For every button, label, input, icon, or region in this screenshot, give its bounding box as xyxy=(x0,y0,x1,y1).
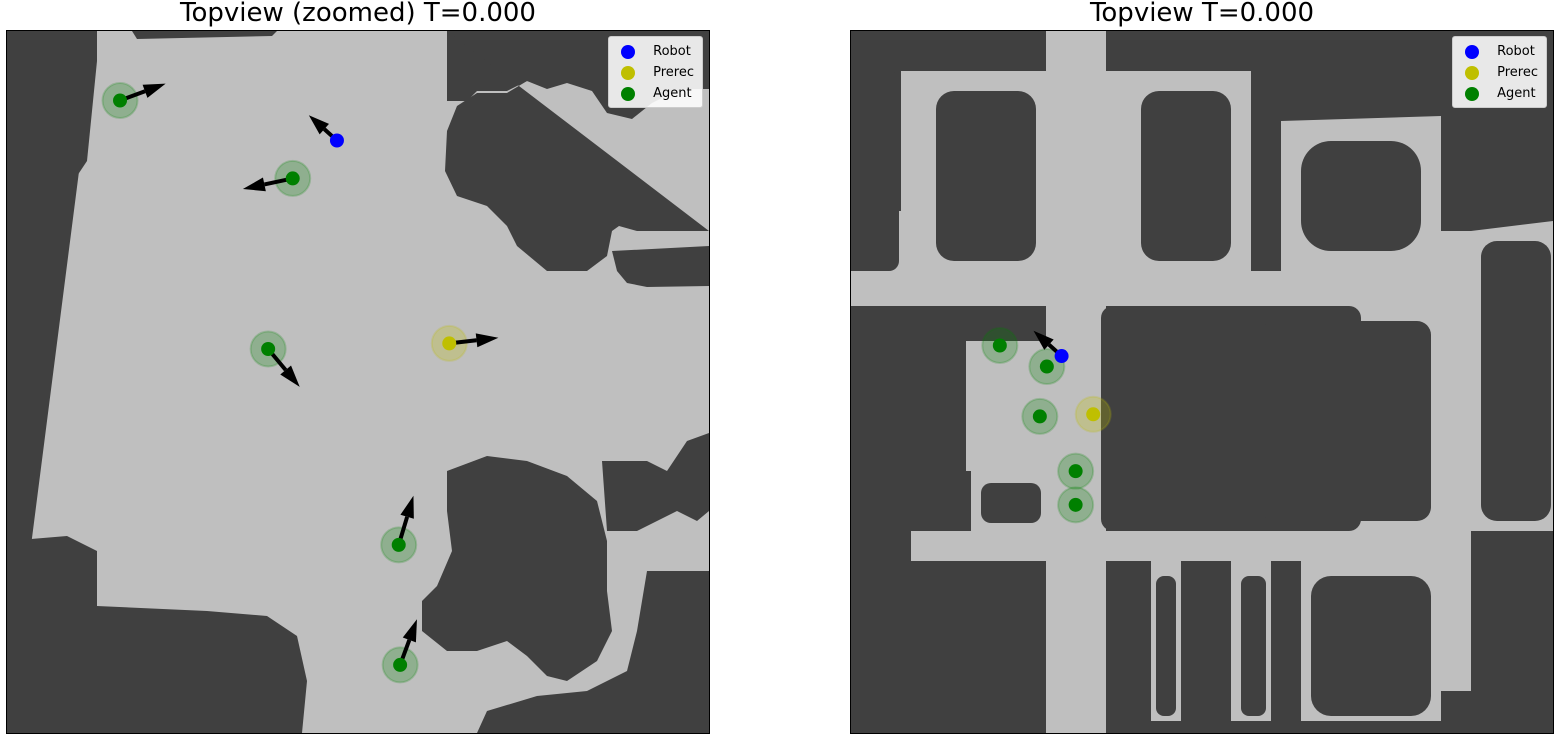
robot-heading-arrow-head xyxy=(1033,330,1054,350)
agent-marker xyxy=(1039,359,1054,374)
robot-heading-arrow-head xyxy=(308,115,329,135)
legend-item-agent: Agent xyxy=(1461,83,1538,104)
prerec-marker-swatch xyxy=(1465,65,1480,80)
agent-heading-arrow-head xyxy=(242,177,266,192)
zoomed-plot-area xyxy=(6,30,710,734)
legend-item-prerec: Prerec xyxy=(617,62,694,83)
agent-heading-arrow-head xyxy=(402,619,417,643)
agent-marker xyxy=(113,93,128,108)
prerec-heading-arrow-head xyxy=(475,333,499,348)
full-topview-panel: Topview T=0.000 xyxy=(850,0,1554,739)
zoomed-chart-title: Topview (zoomed) T=0.000 xyxy=(180,0,536,28)
agent-marker xyxy=(1068,464,1083,479)
full-chart-title: Topview T=0.000 xyxy=(1089,0,1315,28)
legend-label: Agent xyxy=(1497,86,1536,101)
agent-heading-arrow-head xyxy=(280,365,300,387)
agent-heading-arrow-head xyxy=(400,495,414,519)
zoomed-topview-panel: Topview (zoomed) T=0.000 Robo xyxy=(6,0,710,739)
robot-marker-swatch xyxy=(621,44,636,59)
robot-marker xyxy=(329,133,344,148)
full-plot-area xyxy=(850,30,1554,734)
robot-marker-swatch xyxy=(1465,44,1480,59)
prerec-marker xyxy=(1086,407,1101,422)
prerec-marker-swatch xyxy=(621,65,636,80)
agent-marker-swatch xyxy=(1465,86,1480,101)
legend-label: Robot xyxy=(1497,44,1535,59)
legend-label: Robot xyxy=(653,44,691,59)
robot-marker xyxy=(1054,349,1069,364)
agent-marker xyxy=(393,657,408,672)
zoomed-legend: Robot Prerec Agent xyxy=(608,36,703,108)
agent-marker xyxy=(391,537,406,552)
legend-label: Prerec xyxy=(1497,65,1538,80)
agent-marker xyxy=(1068,497,1083,512)
zoomed-topview-chart xyxy=(7,31,709,733)
agent-marker-swatch xyxy=(621,86,636,101)
legend-item-robot: Robot xyxy=(1461,41,1538,62)
agent-marker xyxy=(992,338,1007,353)
prerec-marker xyxy=(442,336,457,351)
obstacles xyxy=(851,71,1551,716)
agent-marker xyxy=(261,342,276,357)
agent-marker xyxy=(285,171,300,186)
full-markers xyxy=(981,326,1112,524)
agent-marker xyxy=(1032,409,1047,424)
full-legend: Robot Prerec Agent xyxy=(1452,36,1547,108)
legend-label: Agent xyxy=(653,86,692,101)
agent-heading-arrow-head xyxy=(142,83,166,98)
legend-item-agent: Agent xyxy=(617,83,694,104)
full-topview-chart xyxy=(851,31,1553,733)
legend-item-prerec: Prerec xyxy=(1461,62,1538,83)
zoomed-markers xyxy=(101,81,499,684)
legend-label: Prerec xyxy=(653,65,694,80)
legend-item-robot: Robot xyxy=(617,41,694,62)
